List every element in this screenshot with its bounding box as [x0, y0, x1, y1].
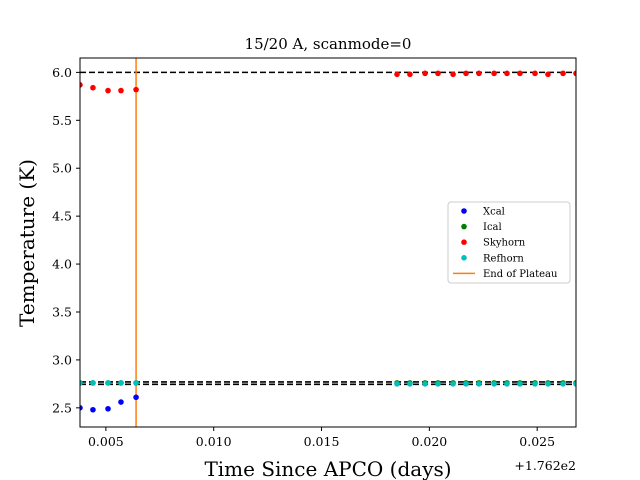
- x-offset-label: +1.762e2: [514, 458, 576, 473]
- skyhorn-point: [394, 71, 400, 78]
- refhorn-point: [422, 381, 428, 387]
- legend-label-xcal: Xcal: [483, 207, 505, 218]
- skyhorn-point: [422, 70, 428, 77]
- skyhorn-point: [476, 70, 482, 77]
- y-tick-label: 3.0: [52, 352, 72, 367]
- y-tick-label: 2.5: [52, 400, 72, 415]
- chart-title: 15/20 A, scanmode=0: [245, 35, 412, 53]
- skyhorn-point: [463, 70, 469, 77]
- legend-marker-xcal: [461, 208, 467, 214]
- refhorn-point: [560, 381, 566, 387]
- xcal-point: [105, 405, 111, 412]
- legend-marker-ical: [461, 223, 467, 230]
- skyhorn-point: [573, 70, 576, 77]
- xcal-point: [118, 399, 124, 405]
- refhorn-point: [476, 381, 482, 387]
- legend: Xcal Ical Skyhorn Refhorn End of Plateau: [447, 201, 571, 284]
- skyhorn-point: [435, 70, 441, 77]
- skyhorn-point: [504, 70, 510, 77]
- xcal-point: [133, 394, 139, 401]
- legend-box: [447, 201, 571, 284]
- refhorn-point: [394, 381, 400, 387]
- refhorn-point: [105, 380, 111, 386]
- y-tick-label: 5.0: [52, 161, 72, 176]
- axes-frame: [79, 57, 577, 428]
- xcal-point: [90, 406, 96, 413]
- refhorn-point: [80, 380, 83, 386]
- refhorn-point: [545, 381, 551, 387]
- y-tick-label: 6.0: [52, 65, 72, 80]
- skyhorn-point: [80, 82, 83, 88]
- legend-label-ical: Ical: [483, 222, 502, 233]
- y-tick-label: 4.5: [52, 209, 72, 224]
- refhorn-point: [133, 380, 139, 386]
- y-tick-label: 5.5: [52, 113, 72, 128]
- legend-label-skyhorn: Skyhorn: [483, 238, 526, 249]
- skyhorn-point: [517, 70, 523, 77]
- refhorn-point: [532, 381, 538, 387]
- y-tick-label: 3.5: [52, 304, 72, 319]
- legend-label-refhorn: Refhorn: [483, 253, 524, 264]
- skyhorn-point: [491, 70, 497, 77]
- skyhorn-point: [532, 70, 538, 77]
- x-tick-label: 0.025: [519, 434, 555, 449]
- legend-marker-refhorn: [461, 254, 467, 261]
- x-tick-label: 0.005: [88, 434, 124, 449]
- skyhorn-point: [133, 86, 139, 93]
- refhorn-point: [90, 380, 96, 386]
- xcal-point: [80, 405, 83, 411]
- skyhorn-point: [450, 71, 456, 78]
- y-tick-label: 4.0: [52, 257, 72, 272]
- refhorn-point: [491, 381, 497, 387]
- refhorn-point: [435, 381, 441, 387]
- refhorn-point: [450, 381, 456, 387]
- x-tick-label: 0.010: [196, 434, 232, 449]
- refhorn-point: [463, 381, 469, 387]
- refhorn-point: [407, 381, 413, 387]
- refhorn-point: [517, 381, 523, 387]
- refhorn-point: [573, 381, 576, 387]
- x-tick-label: 0.020: [411, 434, 447, 449]
- plot-area: [80, 58, 576, 427]
- legend-marker-skyhorn: [461, 239, 467, 245]
- skyhorn-point: [118, 87, 124, 94]
- x-tick-label: 0.015: [304, 434, 340, 449]
- skyhorn-point: [560, 70, 566, 77]
- skyhorn-point: [105, 87, 111, 94]
- legend-label-end-of-plateau: End of Plateau: [483, 269, 558, 280]
- skyhorn-point: [407, 71, 413, 78]
- skyhorn-point: [545, 71, 551, 78]
- refhorn-point: [118, 380, 124, 386]
- axes: 0.005 0.010 0.015 0.020 0.025 2.5 3.0 3.5 4.0 4.5…: [52, 57, 577, 449]
- y-axis-label: Temperature (K): [15, 159, 39, 327]
- x-axis-label: Time Since APCO (days): [204, 457, 451, 480]
- refhorn-point: [504, 381, 510, 387]
- skyhorn-point: [90, 84, 96, 91]
